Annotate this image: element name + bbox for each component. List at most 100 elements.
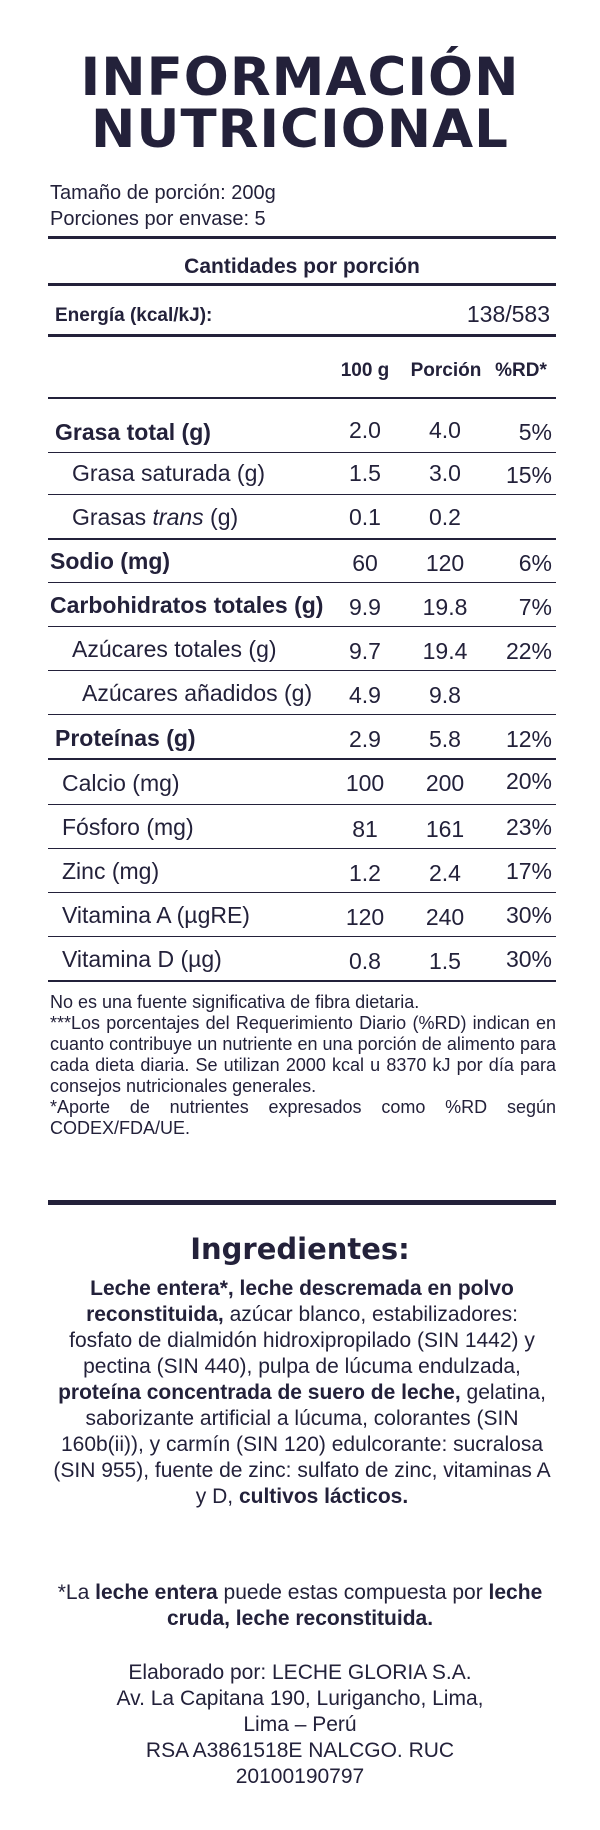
nutrient-portion: 9.8 (429, 682, 461, 708)
nutrient-portion: 1.5 (429, 948, 461, 974)
producer-line: RSA A3861518E NALCGO. RUC (145, 1739, 455, 1762)
energy-label: Energía (kcal/kJ): (55, 305, 213, 326)
divider (48, 758, 556, 760)
serving-size: Tamaño de porción: 200g (50, 182, 276, 204)
nutrient-label: Vitamina A (µgRE) (62, 902, 250, 928)
note-bold: leche entera (95, 1581, 218, 1604)
divider (48, 236, 556, 239)
nutrient-rd: 20% (505, 768, 552, 794)
divider (48, 397, 556, 399)
divider (48, 452, 556, 453)
nutrient-rd: 30% (505, 902, 552, 928)
column-header-rd: %RD* (495, 360, 547, 381)
whole-milk-note: *La leche entera puede estas compuesta p… (40, 1580, 560, 1632)
nutrient-label: Grasa total (g) (55, 419, 211, 445)
title-line-2: NUTRICIONAL (91, 99, 509, 160)
servings-per-package: Porciones por envase: 5 (50, 208, 266, 230)
nutrient-100g: 100 (345, 770, 385, 796)
producer-info: Elaborado por: LECHE GLORIA S.A. Av. La … (60, 1660, 540, 1790)
nutrient-label: Calcio (mg) (62, 770, 180, 796)
nutrient-portion: 19.8 (422, 594, 468, 620)
note-bold: leche cruda, leche reconstituida. (166, 1581, 543, 1630)
nutrient-label: Grasa saturada (g) (72, 460, 266, 486)
nutrient-label: Fósforo (mg) (62, 814, 194, 840)
nutrient-rd: 7% (518, 594, 552, 620)
nutrient-100g: 9.7 (349, 638, 381, 664)
label-prefix: Grasas (72, 504, 153, 530)
divider (48, 283, 556, 286)
nutrient-portion: 200 (425, 770, 465, 796)
nutrient-rd: 6% (518, 550, 552, 576)
divider (48, 980, 556, 982)
nutrient-100g: 9.9 (349, 594, 381, 620)
divider (48, 626, 556, 627)
amounts-header: Cantidades por porción (184, 255, 420, 278)
nutrient-100g: 60 (352, 550, 378, 576)
note-text: *La (57, 1581, 96, 1604)
label-suffix: (g) (203, 504, 239, 530)
divider (48, 848, 556, 849)
ingredients-part: cultivos lácticos. (238, 1485, 409, 1508)
nutrient-label: Vitamina D (µg) (62, 946, 222, 972)
divider (48, 892, 556, 893)
ingredients-part: azúcar blanco, estabilizadores: fosfato … (69, 1303, 535, 1378)
divider (48, 1200, 556, 1205)
column-header-portion: Porción (410, 360, 482, 381)
nutrient-label: Azúcares añadidos (g) (82, 680, 313, 706)
producer-line: 20100190797 (235, 1765, 365, 1788)
label-italic: trans (152, 504, 204, 530)
energy-value: 138/583 (466, 301, 550, 327)
nutrient-label-trans-fat: Grasas trans (g) (72, 504, 238, 531)
nutrient-100g: 0.1 (349, 504, 381, 530)
producer-line: Elaborado por: LECHE GLORIA S.A. (128, 1661, 472, 1684)
divider (48, 582, 556, 583)
ingredients-part: gelatina, saborizante artificial a lúcum… (53, 1381, 551, 1508)
nutrient-portion: 4.0 (429, 417, 461, 443)
ingredients-text: Leche entera*, leche descremada en polvo… (52, 1276, 552, 1510)
nutrient-portion: 161 (425, 816, 465, 842)
nutrient-rd: 15% (505, 462, 552, 488)
divider (48, 936, 556, 937)
nutrient-100g: 81 (352, 816, 378, 842)
ingredients-part: proteína concentrada de suero de leche, (58, 1381, 461, 1404)
nutrient-rd: 22% (505, 638, 552, 664)
nutrient-rd: 30% (505, 946, 552, 972)
nutrient-label: Zinc (mg) (62, 858, 160, 884)
nutrient-label: Sodio (mg) (50, 548, 171, 574)
note-text: puede estas compuesta por (217, 1581, 489, 1604)
ingredients-part: Leche entera*, leche descremada en polvo… (86, 1277, 514, 1326)
nutrient-portion: 19.4 (422, 638, 468, 664)
nutrient-label: Azúcares totales (g) (72, 636, 277, 662)
nutrient-label: Carbohidratos totales (g) (50, 592, 324, 618)
nutrient-100g: 2.9 (349, 726, 381, 752)
nutrient-100g: 2.0 (349, 417, 381, 443)
nutrient-portion: 0.2 (429, 504, 461, 530)
nutrient-portion: 3.0 (429, 460, 461, 486)
column-header-100g: 100 g (340, 360, 390, 381)
nutrient-portion: 240 (425, 904, 465, 930)
nutrient-100g: 120 (345, 904, 385, 930)
codex-note: *Aporte de nutrientes expresados como %R… (50, 1097, 556, 1138)
nutrient-portion: 2.4 (429, 860, 461, 886)
fiber-note: No es una fuente significativa de fibra … (50, 992, 420, 1012)
producer-line: Lima – Perú (243, 1713, 357, 1736)
divider (48, 804, 556, 805)
nutrient-portion: 5.8 (429, 726, 461, 752)
divider (48, 714, 556, 715)
nutrient-100g: 1.2 (349, 860, 381, 886)
nutrient-100g: 4.9 (349, 682, 381, 708)
ingredients-title: Ingredientes: (190, 1232, 410, 1266)
nutrient-100g: 0.8 (349, 948, 381, 974)
nutrient-portion: 120 (425, 550, 465, 576)
nutrient-rd: 12% (505, 726, 552, 752)
nutrient-rd: 23% (505, 814, 552, 840)
title-line-1: INFORMACIÓN (80, 47, 520, 108)
nutrient-rd: 17% (505, 858, 552, 884)
divider (48, 670, 556, 671)
divider (48, 494, 556, 495)
producer-line: Av. La Capitana 190, Lurigancho, Lima, (116, 1687, 484, 1710)
page-title: INFORMACIÓN NUTRICIONAL (0, 47, 600, 160)
divider (48, 538, 556, 540)
footnotes: No es una fuente significativa de fibra … (50, 992, 556, 1139)
nutrient-rd: 5% (518, 419, 552, 445)
